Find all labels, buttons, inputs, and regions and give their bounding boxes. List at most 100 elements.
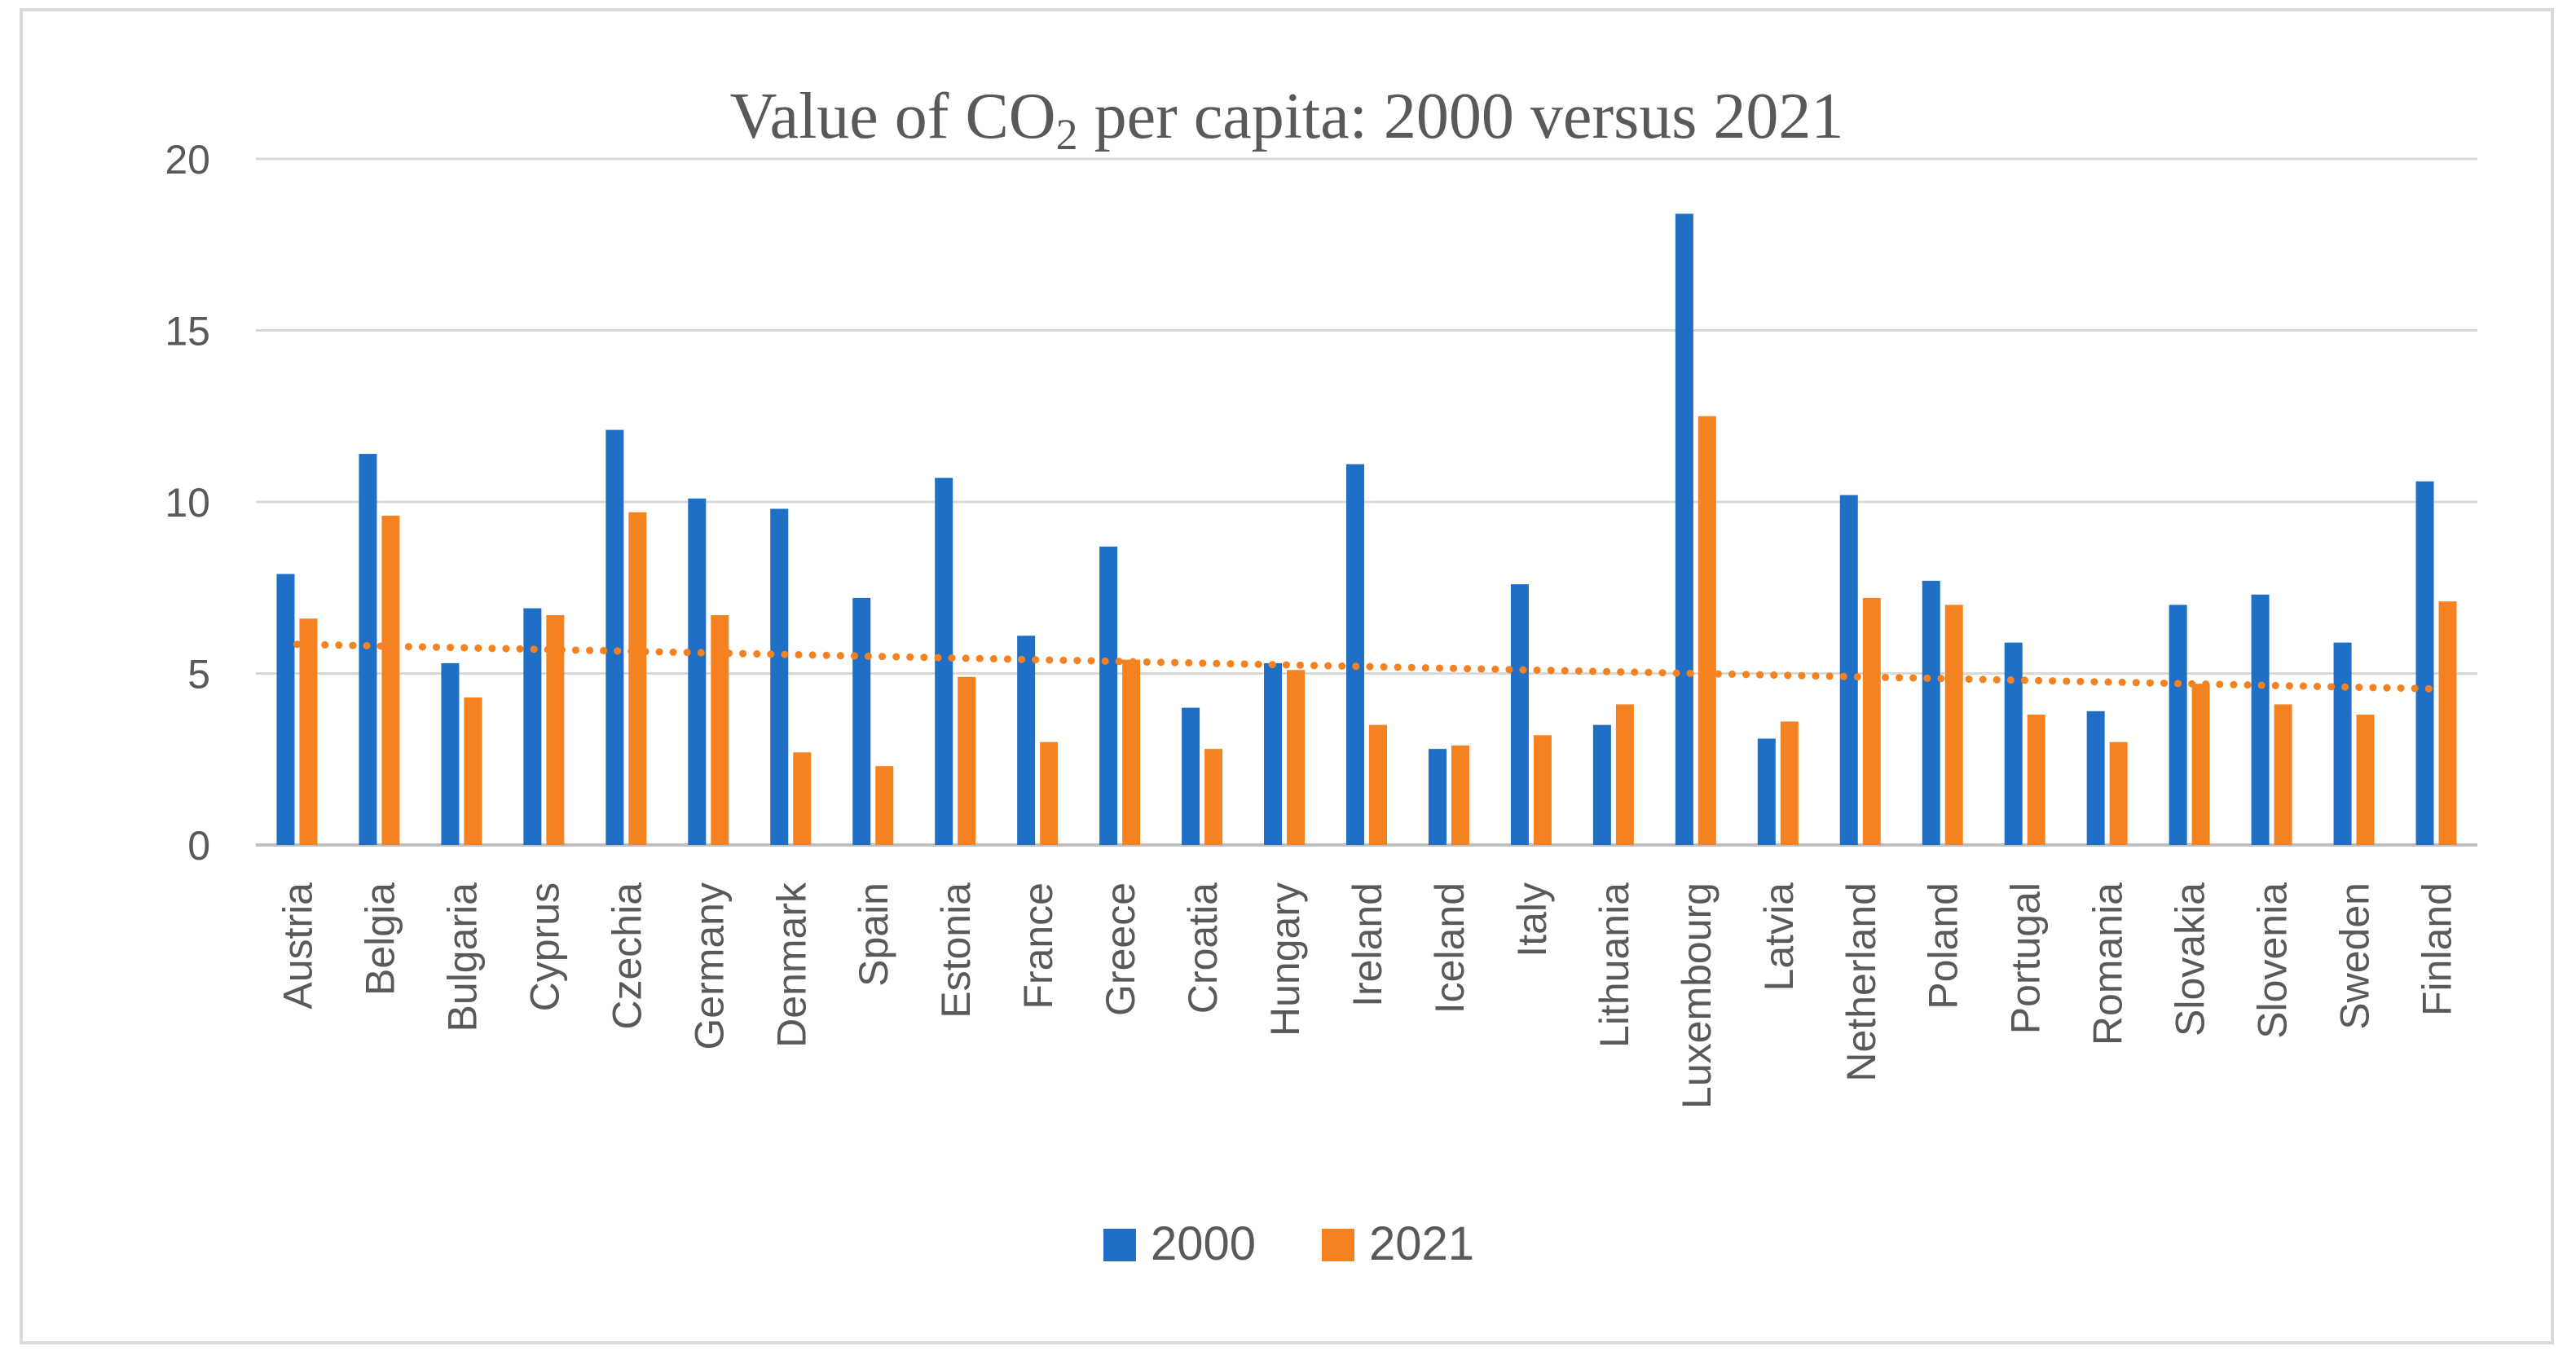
bar-2000-slovenia: [2251, 594, 2270, 845]
bar-2021-estonia: [958, 676, 976, 845]
bar-2021-poland: [1944, 605, 1963, 845]
bar-2021-france: [1040, 741, 1059, 845]
bar-2021-hungary: [1287, 670, 1306, 845]
y-tick-label: 10: [165, 480, 210, 526]
x-tick-label: Slovakia: [2168, 882, 2213, 1036]
x-tick-label: Denmark: [768, 882, 814, 1048]
legend-label-2000: 2000: [1151, 1217, 1256, 1270]
x-tick-label: Estonia: [933, 882, 979, 1019]
bar-2000-slovakia: [2169, 605, 2187, 845]
bar-2021-cyprus: [546, 614, 565, 845]
bar-2000-portugal: [2004, 642, 2023, 845]
bar-2000-hungary: [1264, 662, 1283, 845]
x-tick-label: Ireland: [1345, 882, 1390, 1007]
y-tick-label: 20: [165, 137, 210, 183]
bar-2021-austria: [299, 618, 318, 845]
bar-2000-belgia: [359, 454, 377, 845]
bar-2021-luxembourg: [1698, 416, 1716, 845]
chart-frame: Value of CO2 per capita: 2000 versus 202…: [20, 8, 2554, 1344]
bar-2021-sweden: [2356, 715, 2375, 845]
bar-2021-greece: [1122, 659, 1141, 845]
bar-2000-cyprus: [523, 608, 542, 845]
x-tick-label: Slovenia: [2250, 882, 2296, 1039]
bar-2000-spain: [852, 597, 871, 845]
bar-2000-italy: [1510, 584, 1529, 845]
bar-2021-spain: [875, 766, 894, 845]
x-tick-label: Netherland: [1838, 882, 1884, 1082]
legend: 2000 2021: [1103, 1217, 1474, 1270]
bar-2000-austria: [276, 574, 295, 845]
x-tick-label: Poland: [1921, 882, 1966, 1010]
bar-2021-romania: [2109, 741, 2128, 845]
legend-swatch-2000: [1103, 1229, 1136, 1261]
bar-2000-iceland: [1428, 749, 1447, 845]
bar-2021-germany: [711, 614, 729, 845]
x-tick-label: Hungary: [1262, 882, 1308, 1036]
y-tick-label: 15: [165, 309, 210, 354]
x-tick-label: Luxembourg: [1674, 882, 1720, 1109]
bar-2000-denmark: [770, 508, 789, 845]
x-tick-label: Finland: [2415, 882, 2460, 1016]
x-tick-label: Sweden: [2332, 882, 2378, 1030]
bar-2000-germany: [688, 498, 707, 845]
x-tick-label: Belgia: [357, 882, 403, 996]
bar-2021-portugal: [2027, 715, 2045, 845]
bar-2021-belgia: [381, 515, 400, 845]
x-tick-label: Czechia: [604, 882, 650, 1030]
bar-2000-sweden: [2333, 642, 2352, 845]
bar-2021-slovakia: [2191, 684, 2210, 845]
x-tick-label: Lithuania: [1592, 882, 1637, 1048]
bar-2000-greece: [1099, 546, 1118, 845]
x-tick-label: Germany: [686, 882, 732, 1050]
bar-2021-lithuania: [1615, 704, 1634, 845]
bar-2021-czechia: [628, 512, 647, 845]
bar-2000-romania: [2086, 711, 2105, 845]
x-tick-label: Latvia: [1756, 882, 1802, 992]
bar-2021-ireland: [1369, 724, 1387, 845]
bar-2000-netherland: [1839, 495, 1858, 845]
x-tick-label: Greece: [1098, 882, 1143, 1016]
x-tick-label: Romania: [2085, 882, 2131, 1045]
bar-2000-finland: [2415, 481, 2434, 845]
trendline: [293, 640, 2441, 693]
y-tick-label: 5: [187, 652, 210, 697]
x-tick-label: Bulgaria: [439, 882, 485, 1032]
bar-2000-latvia: [1757, 738, 1776, 845]
bar-chart: Value of CO2 per capita: 2000 versus 202…: [165, 81, 2477, 1270]
x-tick-label: France: [1015, 882, 1061, 1010]
bar-2021-denmark: [793, 752, 812, 845]
bar-2021-slovenia: [2274, 704, 2292, 845]
y-axis-ticks: 0 5 10 15 20: [165, 137, 210, 869]
x-tick-label: Portugal: [2003, 882, 2049, 1034]
bar-2000-czechia: [605, 429, 624, 845]
x-axis-ticks: Austria Belgia Bulgaria Cyprus Czechia German…: [275, 882, 2459, 1109]
x-tick-label: Cyprus: [522, 882, 567, 1011]
bar-2000-lithuania: [1592, 724, 1611, 845]
bar-2000-poland: [1922, 580, 1940, 845]
bar-2021-netherland: [1862, 597, 1881, 845]
y-tick-label: 0: [187, 823, 210, 869]
legend-label-2021: 2021: [1369, 1217, 1474, 1270]
bar-2000-estonia: [935, 477, 953, 845]
bar-2000-france: [1017, 636, 1036, 845]
bar-2021-iceland: [1451, 745, 1469, 845]
chart-title: Value of CO2 per capita: 2000 versus 202…: [730, 81, 1844, 159]
x-tick-label: Iceland: [1427, 882, 1473, 1014]
bar-2021-finland: [2438, 601, 2457, 845]
x-tick-label: Croatia: [1180, 882, 1226, 1014]
bar-2000-luxembourg: [1675, 213, 1693, 845]
bar-2021-croatia: [1204, 749, 1223, 845]
trendline-2021: [293, 640, 2441, 693]
x-tick-label: Austria: [275, 882, 320, 1010]
gridlines: [256, 157, 2477, 847]
bar-2000-croatia: [1182, 707, 1200, 845]
bar-2021-latvia: [1780, 721, 1799, 845]
bar-2021-italy: [1533, 735, 1552, 845]
x-tick-label: Spain: [851, 882, 896, 987]
bar-2000-ireland: [1346, 464, 1364, 845]
x-tick-label: Italy: [1509, 882, 1555, 957]
bar-2021-bulgaria: [464, 697, 482, 845]
legend-swatch-2021: [1322, 1229, 1354, 1261]
bar-2000-bulgaria: [441, 662, 460, 845]
bars: [276, 213, 2457, 845]
